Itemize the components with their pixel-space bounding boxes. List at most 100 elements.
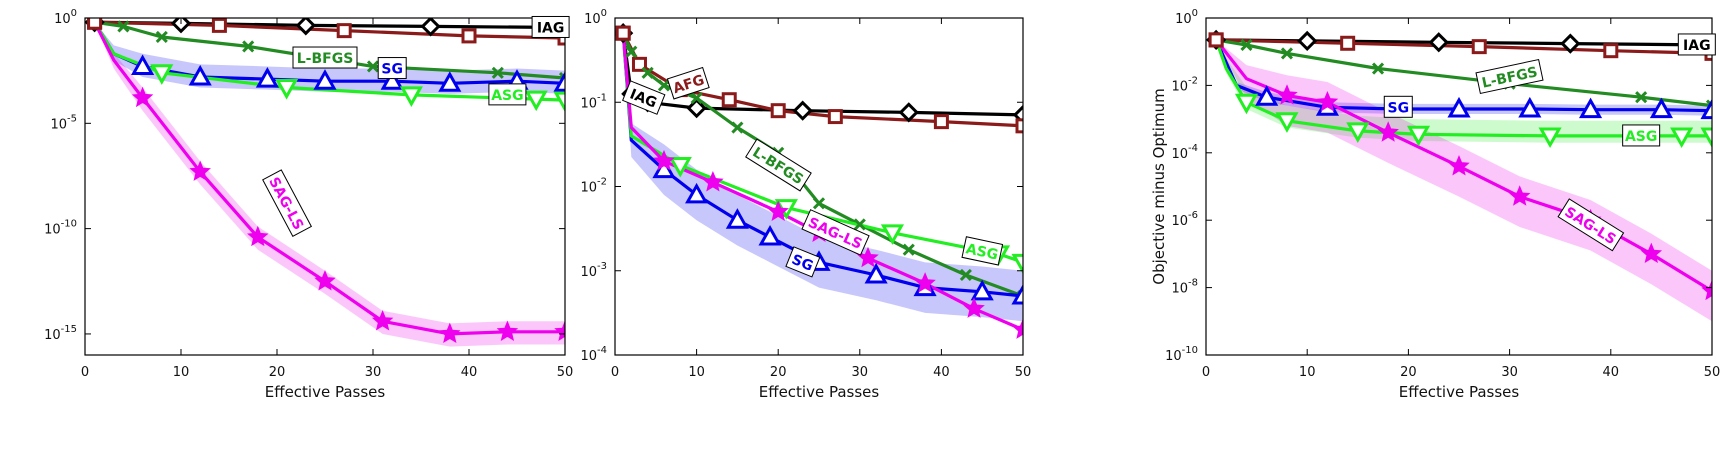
marker-afg (770, 103, 786, 119)
marker-sag-ls (767, 200, 789, 221)
marker-sag-ls (1377, 121, 1399, 142)
marker-sg (1447, 96, 1471, 118)
marker-asg (880, 224, 905, 245)
marker-sg (380, 69, 404, 90)
series-label-box (1557, 198, 1625, 252)
marker-l-bfgs (366, 60, 380, 73)
marker-l-bfgs (1280, 47, 1294, 60)
markers-sg (652, 157, 1023, 305)
y-tick-label: 100 (1175, 8, 1198, 27)
x-tick-label: 50 (1704, 365, 1721, 380)
marker-l-bfgs (1240, 38, 1253, 52)
marker-sg (188, 64, 212, 86)
marker-sag-ls (314, 269, 336, 291)
marker-l-bfgs (959, 268, 972, 282)
series-label-box (1622, 124, 1661, 147)
x-tick-label: 0 (81, 365, 89, 380)
series-line-sag-ls (621, 33, 1023, 332)
marker-asg (1275, 112, 1299, 133)
series-label-iag: IAG (1677, 33, 1716, 56)
marker-afg (1471, 39, 1487, 55)
series-line-sag-ls (93, 21, 565, 336)
marker-afg (1340, 35, 1356, 51)
x-tick-label: 20 (1400, 365, 1417, 380)
marker-l-bfgs (812, 197, 826, 210)
start-marker-square (87, 18, 103, 30)
marker-asg (399, 86, 423, 107)
series-label-box (801, 209, 870, 256)
x-tick-label: 30 (365, 365, 382, 380)
marker-sag-ls (914, 272, 936, 293)
x-tick-label: 40 (1603, 365, 1620, 380)
marker-asg (1538, 127, 1562, 149)
x-tick-label: 0 (1202, 365, 1210, 380)
marker-sag-ls (1012, 318, 1023, 339)
y-tick-label: 10-4 (580, 345, 607, 364)
series-label-l-bfgs: L-BFGS (1475, 58, 1544, 95)
series-label-box (961, 236, 1004, 266)
marker-sg (438, 71, 462, 92)
marker-sg (1578, 97, 1603, 119)
axes-frame (1205, 17, 1713, 356)
markers-iag (615, 23, 1023, 126)
marker-sg (553, 71, 565, 92)
plot-area (85, 18, 565, 347)
marker-iag (898, 102, 919, 123)
series-label-text: IAG (537, 20, 565, 36)
marker-afg (721, 92, 737, 108)
marker-iag (1560, 33, 1581, 54)
band-sag-ls (1216, 39, 1712, 322)
x-tick-label: 20 (269, 365, 286, 380)
series-label-box (531, 15, 570, 38)
marker-l-bfgs (1371, 62, 1385, 75)
marker-afg (827, 109, 843, 125)
series-label-box (488, 83, 527, 106)
marker-afg (1015, 118, 1023, 134)
marker-l-bfgs (1635, 91, 1648, 104)
marker-sg (131, 54, 155, 75)
series-label-box (1677, 33, 1716, 56)
series-label-asg: ASG (961, 236, 1004, 266)
x-axis-label: Effective Passes (265, 383, 386, 401)
marker-afg (933, 114, 949, 130)
marker-sag-ls (131, 86, 154, 108)
series-label-l-bfgs: L-BFGS (292, 46, 358, 69)
marker-iag (1297, 30, 1318, 52)
marker-sg (1011, 283, 1023, 305)
x-tick-label: 10 (688, 365, 705, 380)
marker-sg (864, 262, 888, 284)
marker-afg (211, 18, 227, 33)
y-axis-label: Objective minus Optimum (1152, 88, 1168, 284)
y-tick-label: 10-10 (44, 219, 77, 238)
marker-sg (1700, 98, 1712, 120)
chart-3: 0 10 20 30 40 50 100 10-2 10-4 10-6 10-8 10-10 Effec… (1152, 8, 1721, 401)
plot-area (1206, 29, 1712, 322)
markers-asg (150, 64, 565, 113)
marker-sag-ls (439, 322, 461, 344)
marker-asg (1346, 122, 1370, 143)
axes-frame (84, 17, 566, 356)
x-tick-label: 20 (770, 365, 787, 380)
series-label-text: ASG (964, 241, 999, 263)
marker-sag-ls (963, 297, 985, 318)
y-axis-label: Objective minus Optimum (576, 88, 577, 284)
y-tick-label: 10-3 (580, 261, 607, 280)
marker-asg (1234, 93, 1259, 115)
marker-sag-ls (247, 225, 269, 247)
marker-sg (758, 224, 782, 246)
series-label-box (785, 246, 821, 278)
x-tick-label: 50 (1015, 365, 1032, 380)
marker-sag-ls (1640, 242, 1663, 264)
marker-sag-ls (1701, 279, 1712, 301)
marker-afg (1603, 43, 1619, 59)
marker-sg (970, 279, 994, 301)
marker-iag (686, 98, 707, 119)
start-marker-square (615, 25, 631, 41)
marker-afg (461, 28, 477, 44)
series-label-afg: AFG (666, 66, 710, 100)
marker-l-bfgs (155, 30, 168, 44)
x-tick-label: 30 (852, 365, 869, 380)
marker-l-bfgs (641, 66, 654, 79)
marker-asg (275, 79, 299, 100)
x-tick-label: 50 (557, 365, 574, 380)
